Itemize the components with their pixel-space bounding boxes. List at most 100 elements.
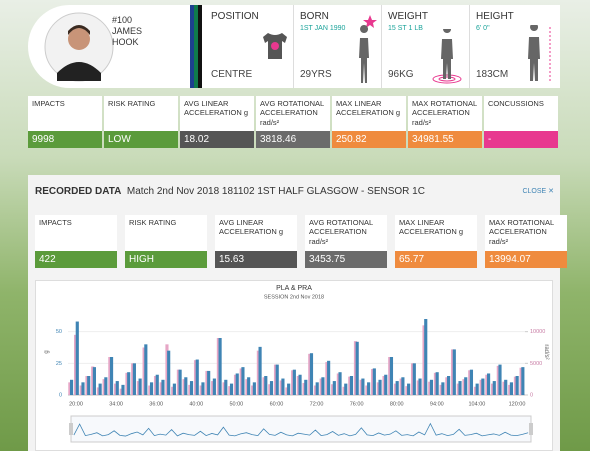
x-tick-label: 20:00: [69, 401, 83, 407]
bar: [513, 376, 518, 395]
silhouette: [441, 29, 453, 79]
bar: [462, 379, 466, 395]
bar: [342, 386, 346, 395]
stat-value: HIGH: [125, 251, 207, 268]
team-stripes: [190, 5, 205, 88]
bar: [184, 377, 188, 395]
stat-label: MAX ROTATIONAL ACCELERATION rad/s²: [412, 99, 477, 127]
stat-value: 34981.55: [408, 131, 482, 148]
y2-axis-label: rad/s²: [543, 344, 549, 359]
bar: [96, 387, 100, 395]
player-number: #100: [112, 15, 133, 25]
bar: [509, 382, 514, 395]
stat-label: MAX LINEAR ACCELERATION g: [399, 218, 464, 237]
navigator-handle: [69, 423, 73, 435]
bar: [296, 376, 300, 395]
stat-label: IMPACTS: [39, 218, 72, 227]
bar: [92, 367, 96, 395]
bar: [201, 382, 205, 395]
bar: [447, 376, 451, 395]
stat-label: AVG LINEAR ACCELERATION g: [219, 218, 284, 237]
bar: [167, 350, 171, 395]
stat-value: 422: [35, 251, 117, 268]
bar: [159, 382, 163, 395]
bar: [207, 370, 211, 395]
stat-value: LOW: [104, 131, 178, 148]
bar: [172, 383, 176, 395]
bar: [424, 319, 428, 395]
bar: [309, 353, 314, 395]
info-position: POSITION CENTRE: [205, 5, 293, 88]
stat-card: IMPACTS 422: [35, 215, 117, 268]
chart-subtitle: SESSION 2nd Nov 2018: [264, 294, 324, 300]
chart-title: PLA & PRA: [276, 285, 312, 292]
shirt-icon: [263, 33, 287, 59]
bar: [102, 379, 106, 395]
bar: [178, 369, 182, 395]
bar: [273, 364, 278, 395]
avatar-shirt: [57, 62, 101, 81]
bar: [504, 379, 508, 395]
bar: [199, 385, 203, 395]
stat-value: 9998: [28, 131, 102, 148]
bar: [491, 383, 495, 395]
bar: [338, 372, 342, 395]
stat-label: RISK RATING: [108, 99, 156, 108]
star: [363, 15, 377, 28]
bar: [262, 377, 266, 395]
bar: [378, 379, 382, 395]
born-icon: [359, 15, 377, 83]
stat-label: AVG LINEAR ACCELERATION g: [184, 99, 249, 118]
x-tick-label: 120:00: [509, 401, 526, 407]
bar: [127, 372, 131, 395]
y2-tick-label: 0: [530, 392, 533, 398]
scale-ring: [438, 76, 456, 82]
bar: [315, 382, 319, 395]
bar: [98, 383, 102, 395]
bar: [332, 381, 336, 395]
bar: [161, 379, 165, 395]
bar: [136, 381, 140, 395]
bar: [435, 372, 439, 395]
x-tick-label: 36:00: [149, 401, 163, 407]
close-button[interactable]: CLOSE ✕: [522, 188, 554, 195]
info-born: BORN 1ST JAN 1990 29YRS: [293, 5, 382, 88]
close-label: CLOSE: [522, 188, 547, 195]
recorded-heading: RECORDED DATA: [35, 186, 122, 197]
bar: [285, 387, 289, 395]
bar: [492, 381, 496, 395]
info-value: 96KG: [388, 69, 414, 80]
info-panel: POSITION CENTRE BORN 1ST JAN 1990 29YRS …: [205, 5, 560, 88]
stat-card: MAX LINEAR ACCELERATION g 250.82: [332, 96, 406, 148]
bar: [109, 357, 114, 395]
shirt-dot: [271, 42, 279, 50]
bar: [247, 377, 251, 395]
avatar-face: [68, 28, 90, 50]
y-tick-label: 50: [56, 329, 62, 335]
bar: [487, 373, 491, 395]
bar: [298, 374, 302, 395]
last-name: HOOK: [112, 37, 139, 47]
bar: [371, 369, 375, 395]
stat-value: -: [484, 131, 558, 148]
navigator[interactable]: [70, 415, 532, 443]
bar: [304, 379, 308, 395]
bar: [313, 385, 318, 395]
stat-card: CONCUSSIONS -: [484, 96, 558, 148]
x-tick-label: 60:00: [270, 401, 284, 407]
bar: [193, 360, 198, 395]
bar: [519, 367, 523, 395]
first-name: JAMES: [112, 26, 143, 36]
y2-tick-label: 5000: [530, 361, 542, 367]
bar: [235, 373, 239, 395]
bar: [73, 334, 78, 395]
bar: [433, 372, 438, 395]
bar: [131, 363, 135, 395]
x-tick-label: 72:00: [310, 401, 324, 407]
bar: [496, 365, 500, 395]
info-label: HEIGHT: [476, 11, 514, 22]
bar: [458, 381, 462, 395]
bar: [349, 376, 354, 395]
bar: [399, 378, 403, 395]
stat-card: AVG LINEAR ACCELERATION g 15.63: [215, 215, 297, 268]
